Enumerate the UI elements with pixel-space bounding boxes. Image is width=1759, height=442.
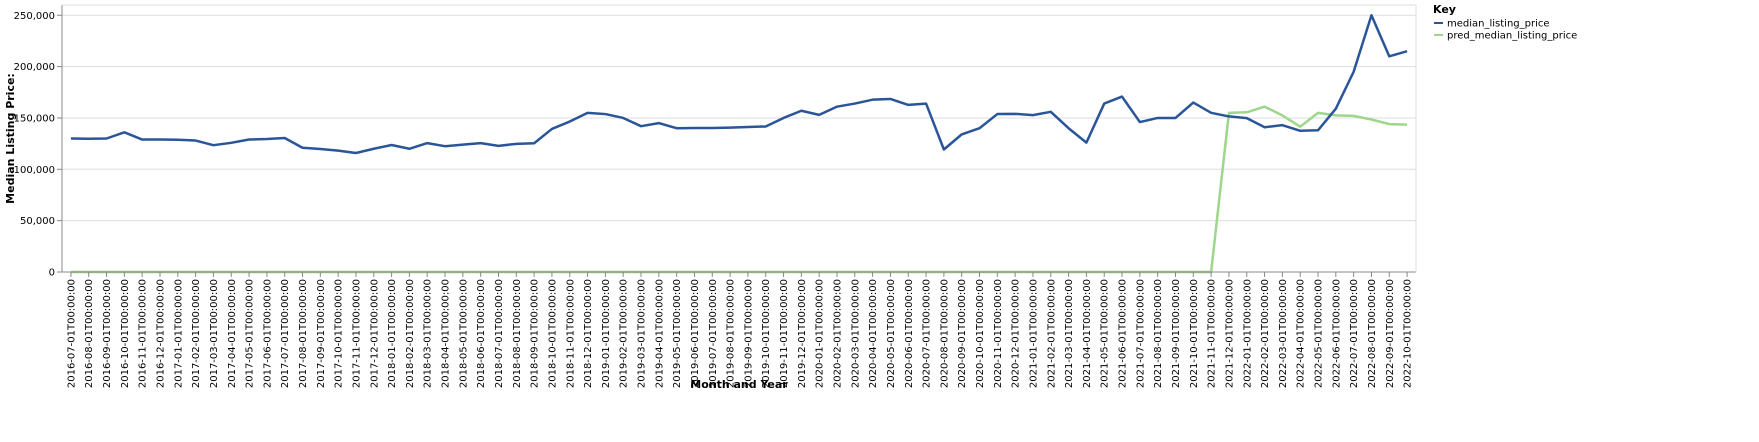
legend: Key median_listing_pricepred_median_list…	[1433, 3, 1577, 42]
x-tick-label: 2021-10-01T00:00:00	[1189, 279, 1200, 388]
x-tick-label: 2021-01-01T00:00:00	[1028, 279, 1039, 388]
x-tick-label: 2020-09-01T00:00:00	[957, 279, 968, 388]
series-lines	[70, 14, 1408, 274]
x-tick-label: 2021-12-01T00:00:00	[1224, 279, 1235, 388]
x-tick-label: 2020-10-01T00:00:00	[975, 279, 986, 388]
y-tick-label: 100,000	[14, 165, 55, 176]
x-tick-label: 2020-01-01T00:00:00	[815, 279, 826, 388]
x-tick-label: 2019-05-01T00:00:00	[672, 279, 683, 388]
x-tick-label: 2018-07-01T00:00:00	[494, 279, 505, 388]
x-tick-label: 2022-06-01T00:00:00	[1331, 279, 1342, 388]
y-axis-ticks: 0 50,000 100,000 150,000 200,000 250,000	[14, 11, 62, 279]
x-tick-label: 2022-04-01T00:00:00	[1296, 279, 1307, 388]
x-tick-label: 2019-07-01T00:00:00	[708, 279, 719, 388]
x-tick-label: 2022-01-01T00:00:00	[1242, 279, 1253, 388]
y-tick-label: 50,000	[20, 216, 55, 227]
x-tick-label: 2018-04-01T00:00:00	[441, 279, 452, 388]
x-tick-label: 2016-07-01T00:00:00	[66, 279, 77, 388]
x-tick-label: 2020-06-01T00:00:00	[904, 279, 915, 388]
x-tick-label: 2017-09-01T00:00:00	[316, 279, 327, 388]
x-tick-label: 2021-05-01T00:00:00	[1100, 279, 1111, 388]
x-tick-label: 2019-02-01T00:00:00	[619, 279, 630, 388]
x-tick-label: 2017-07-01T00:00:00	[280, 279, 291, 388]
y-tick-label: 200,000	[14, 62, 55, 73]
x-tick-label: 2020-11-01T00:00:00	[993, 279, 1004, 388]
x-tick-label: 2020-03-01T00:00:00	[850, 279, 861, 388]
x-tick-label: 2018-12-01T00:00:00	[583, 279, 594, 388]
x-tick-label: 2017-02-01T00:00:00	[191, 279, 202, 388]
x-tick-label: 2022-10-01T00:00:00	[1403, 279, 1414, 388]
x-axis-title: Month and Year	[690, 378, 788, 391]
x-tick-label: 2021-08-01T00:00:00	[1153, 279, 1164, 388]
x-tick-label: 2018-11-01T00:00:00	[565, 279, 576, 388]
gridlines	[62, 14, 1416, 273]
series-line-median_listing_price	[70, 14, 1408, 155]
x-tick-label: 2016-10-01T00:00:00	[120, 279, 131, 388]
y-tick-label: 150,000	[14, 113, 55, 124]
x-tick-label: 2020-08-01T00:00:00	[939, 279, 950, 388]
x-tick-label: 2022-07-01T00:00:00	[1349, 279, 1360, 388]
x-tick-label: 2020-05-01T00:00:00	[886, 279, 897, 388]
legend-label: median_listing_price	[1447, 19, 1550, 30]
x-tick-label: 2017-01-01T00:00:00	[173, 279, 184, 388]
x-tick-label: 2016-12-01T00:00:00	[155, 279, 166, 388]
x-tick-label: 2017-03-01T00:00:00	[209, 279, 220, 388]
axes	[61, 4, 1417, 273]
x-tick-label: 2018-10-01T00:00:00	[547, 279, 558, 388]
x-tick-label: 2018-02-01T00:00:00	[405, 279, 416, 388]
x-tick-label: 2022-03-01T00:00:00	[1278, 279, 1289, 388]
x-tick-label: 2021-02-01T00:00:00	[1046, 279, 1057, 388]
x-tick-label: 2020-04-01T00:00:00	[868, 279, 879, 388]
x-tick-label: 2022-08-01T00:00:00	[1367, 279, 1378, 388]
x-tick-label: 2022-09-01T00:00:00	[1385, 279, 1396, 388]
x-tick-label: 2020-02-01T00:00:00	[832, 279, 843, 388]
legend-title: Key	[1433, 3, 1456, 16]
x-tick-label: 2019-10-01T00:00:00	[761, 279, 772, 388]
x-tick-label: 2017-12-01T00:00:00	[369, 279, 380, 388]
x-axis-ticks: 2016-07-01T00:00:00 2016-08-01T00:00:00 20…	[66, 272, 1414, 388]
x-tick-label: 2019-09-01T00:00:00	[743, 279, 754, 388]
x-tick-label: 2018-03-01T00:00:00	[423, 279, 434, 388]
x-tick-label: 2021-07-01T00:00:00	[1135, 279, 1146, 388]
y-axis-title: Median Listing Price:	[4, 73, 17, 204]
x-tick-label: 2019-03-01T00:00:00	[637, 279, 648, 388]
x-tick-label: 2019-04-01T00:00:00	[654, 279, 665, 388]
x-tick-label: 2019-12-01T00:00:00	[797, 279, 808, 388]
x-tick-label: 2016-11-01T00:00:00	[138, 279, 149, 388]
x-tick-label: 2016-09-01T00:00:00	[102, 279, 113, 388]
x-tick-label: 2018-08-01T00:00:00	[512, 279, 523, 388]
x-tick-label: 2017-04-01T00:00:00	[227, 279, 238, 388]
x-tick-label: 2020-07-01T00:00:00	[922, 279, 933, 388]
x-tick-label: 2021-06-01T00:00:00	[1118, 279, 1129, 388]
x-tick-label: 2018-06-01T00:00:00	[476, 279, 487, 388]
x-tick-label: 2019-11-01T00:00:00	[779, 279, 790, 388]
x-tick-label: 2022-02-01T00:00:00	[1260, 279, 1271, 388]
x-tick-label: 2019-06-01T00:00:00	[690, 279, 701, 388]
x-tick-label: 2017-10-01T00:00:00	[334, 279, 345, 388]
x-tick-label: 2018-05-01T00:00:00	[458, 279, 469, 388]
x-tick-label: 2018-01-01T00:00:00	[387, 279, 398, 388]
x-tick-label: 2022-05-01T00:00:00	[1314, 279, 1325, 388]
x-tick-label: 2017-11-01T00:00:00	[351, 279, 362, 388]
x-tick-label: 2017-05-01T00:00:00	[245, 279, 256, 388]
x-tick-label: 2016-08-01T00:00:00	[84, 279, 95, 388]
y-tick-label: 250,000	[14, 11, 55, 22]
series-line-pred_median_listing_price	[70, 105, 1408, 274]
x-tick-label: 2020-12-01T00:00:00	[1011, 279, 1022, 388]
y-tick-label: 0	[49, 268, 55, 279]
legend-label: pred_median_listing_price	[1447, 31, 1577, 42]
x-tick-label: 2021-11-01T00:00:00	[1207, 279, 1218, 388]
x-tick-label: 2019-08-01T00:00:00	[726, 279, 737, 388]
x-tick-label: 2017-08-01T00:00:00	[298, 279, 309, 388]
x-tick-label: 2021-03-01T00:00:00	[1064, 279, 1075, 388]
x-tick-label: 2021-04-01T00:00:00	[1082, 279, 1093, 388]
x-tick-label: 2017-06-01T00:00:00	[262, 279, 273, 388]
x-tick-label: 2018-09-01T00:00:00	[530, 279, 541, 388]
x-tick-label: 2021-09-01T00:00:00	[1171, 279, 1182, 388]
x-tick-label: 2019-01-01T00:00:00	[601, 279, 612, 388]
